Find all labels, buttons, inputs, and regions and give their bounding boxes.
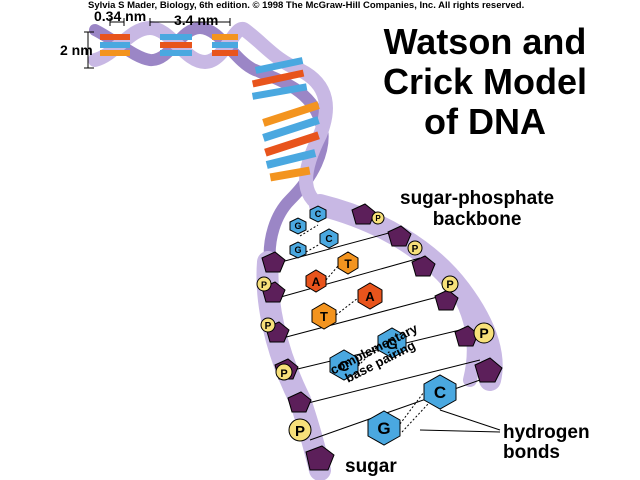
phosphate-label: P <box>265 321 272 332</box>
base-label: G <box>386 336 398 353</box>
base-label: G <box>294 245 301 255</box>
backbone-label-line: sugar-phosphate <box>400 188 555 209</box>
base-label: C <box>325 234 332 245</box>
title-line: Watson and <box>383 21 587 62</box>
backbone-label: sugar-phosphate backbone <box>400 188 554 230</box>
base-g <box>289 241 307 259</box>
pitch-dimension-label: 3.4 nm <box>174 12 219 28</box>
hydrogen-label-line: bonds <box>503 442 560 463</box>
base-a <box>357 282 383 310</box>
phosphate-label: P <box>295 423 305 440</box>
base-t <box>337 251 359 275</box>
base-g <box>377 327 407 359</box>
bases: G C G C A T T A C G G C <box>289 205 457 446</box>
base-label: T <box>320 309 328 324</box>
base-label: G <box>377 419 390 438</box>
copyright-notice: Sylvia S Mader, Biology, 6th edition. © … <box>88 0 525 11</box>
width-dimension-label: 2 nm <box>60 42 93 58</box>
base-c <box>329 349 359 381</box>
sugar-label: sugar <box>345 456 397 477</box>
phosphate-label: P <box>261 280 267 290</box>
base-t <box>311 302 337 330</box>
backbone-label-line: backbone <box>432 209 522 230</box>
base-c <box>423 374 457 410</box>
base-label: T <box>344 257 352 271</box>
phosphate-label: P <box>375 214 381 223</box>
page-title: Watson and Crick Model of DNA <box>370 22 600 142</box>
base-label: C <box>315 209 322 219</box>
base-a <box>305 269 327 293</box>
base-label: A <box>365 289 375 304</box>
base-g <box>289 217 307 235</box>
phosphate-label: P <box>412 244 419 255</box>
dimension-markers <box>84 18 231 69</box>
base-label: A <box>312 275 321 289</box>
hydrogen-bonds-label: hydrogen bonds <box>503 423 590 463</box>
hydrogen-pointer <box>419 409 501 433</box>
base-c <box>309 205 327 223</box>
base-c <box>319 228 339 249</box>
hydrogen-bond-lines <box>299 224 429 433</box>
phosphate-label: P <box>446 279 453 291</box>
rise-dimension-label: 0.34 nm <box>94 8 147 24</box>
backbone-strand-back <box>89 21 329 268</box>
phosphates: P P P P P P P P <box>256 211 495 442</box>
dna-ladder: P P P P P P P P G C G C A <box>256 194 503 480</box>
title-line: of DNA <box>424 101 546 142</box>
base-label: C <box>339 358 350 375</box>
phosphate-label: P <box>479 325 488 341</box>
base-g <box>367 410 401 446</box>
helix-rungs <box>100 34 320 182</box>
title-line: Crick Model <box>382 61 588 102</box>
phosphate-label: P <box>280 368 287 380</box>
hydrogen-label-line: hydrogen <box>503 422 590 443</box>
base-label: C <box>434 383 446 402</box>
base-label: G <box>294 221 301 231</box>
